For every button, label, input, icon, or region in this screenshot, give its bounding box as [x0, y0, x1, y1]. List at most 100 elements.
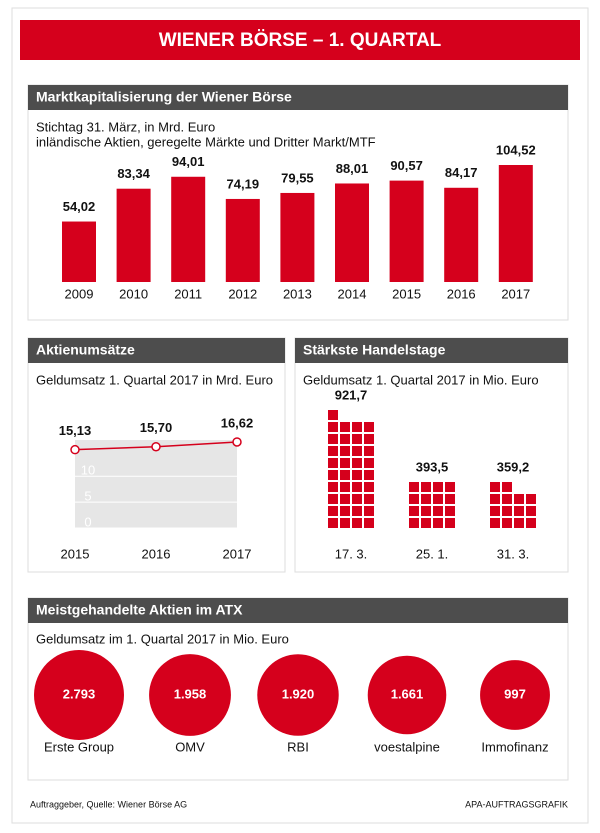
unit-square	[340, 422, 350, 432]
bar	[335, 183, 369, 282]
unit-square	[340, 494, 350, 504]
unit-square	[328, 422, 338, 432]
unit-square	[490, 482, 500, 492]
value-label: 997	[504, 686, 526, 701]
unit-square	[340, 446, 350, 456]
unit-square	[340, 506, 350, 516]
subtitle: Geldumsatz 1. Quartal 2017 in Mio. Euro	[303, 372, 539, 387]
unit-square	[433, 482, 443, 492]
dot	[232, 437, 242, 447]
panel-header	[28, 598, 568, 623]
subtitle: Stichtag 31. März, in Mrd. Euro	[36, 119, 215, 134]
value-label: 90,57	[390, 158, 423, 173]
x-tick-label: 31. 3.	[497, 546, 530, 561]
unit-square	[409, 518, 419, 528]
panel-header	[28, 338, 285, 363]
unit-square	[421, 482, 431, 492]
unit-square	[328, 434, 338, 444]
unit-square	[328, 470, 338, 480]
unit-square	[328, 482, 338, 492]
x-tick-label: 2009	[65, 286, 94, 301]
subtitle: Geldumsatz 1. Quartal 2017 in Mrd. Euro	[36, 372, 273, 387]
unit-square	[352, 446, 362, 456]
unit-square	[364, 434, 374, 444]
unit-square	[502, 518, 512, 528]
unit-square	[328, 506, 338, 516]
value-label: 393,5	[416, 459, 449, 474]
unit-square	[445, 482, 455, 492]
value-label: 79,55	[281, 170, 314, 185]
value-label: 15,13	[59, 423, 92, 438]
x-tick-label: 2015	[61, 546, 90, 561]
unit-square	[490, 518, 500, 528]
unit-square	[328, 518, 338, 528]
section-title: Marktkapitalisierung der Wiener Börse	[36, 89, 292, 105]
panel-header	[295, 338, 568, 363]
y-tick-label: 0	[84, 514, 91, 529]
x-tick-label: 2015	[392, 286, 421, 301]
unit-square	[340, 458, 350, 468]
bar	[498, 165, 533, 282]
value-label: 15,70	[140, 420, 173, 435]
value-label: 94,01	[172, 154, 205, 169]
unit-square	[409, 506, 419, 516]
value-label: 104,52	[496, 142, 536, 157]
value-label: 1.920	[282, 686, 315, 701]
unit-square	[352, 482, 362, 492]
unit-square	[433, 518, 443, 528]
unit-square	[340, 470, 350, 480]
category-label: OMV	[175, 739, 205, 754]
category-label: voestalpine	[374, 739, 440, 754]
unit-square	[502, 506, 512, 516]
unit-square	[514, 494, 524, 504]
bubble	[480, 660, 550, 730]
plot-area	[75, 440, 237, 528]
unit-square	[445, 506, 455, 516]
dot	[151, 441, 161, 452]
bar	[444, 187, 479, 282]
bar	[280, 192, 315, 282]
unit-square	[352, 422, 362, 432]
value-label: 83,34	[117, 166, 150, 181]
category-label: RBI	[287, 739, 309, 754]
value-label: 74,19	[227, 176, 260, 191]
subtitle: inländische Aktien, geregelte Märkte und…	[36, 134, 376, 149]
unit-square	[352, 518, 362, 528]
unit-square	[352, 506, 362, 516]
value-label: 54,02	[63, 199, 96, 214]
unit-square	[526, 506, 536, 516]
unit-square	[421, 518, 431, 528]
unit-square	[433, 506, 443, 516]
unit-square	[352, 434, 362, 444]
unit-square	[364, 518, 374, 528]
x-tick-label: 2016	[447, 286, 476, 301]
dot	[70, 444, 80, 455]
category-label: Erste Group	[44, 739, 114, 754]
y-tick-label: 10	[81, 463, 95, 478]
x-tick-label: 2011	[174, 286, 202, 301]
unit-square	[445, 518, 455, 528]
unit-square	[490, 494, 500, 504]
bar	[171, 176, 206, 282]
unit-square	[409, 482, 419, 492]
unit-square	[526, 518, 536, 528]
unit-square	[352, 470, 362, 480]
unit-square	[526, 494, 536, 504]
pictogram-stack	[328, 410, 374, 528]
unit-square	[433, 494, 443, 504]
unit-square	[502, 482, 512, 492]
unit-square	[364, 506, 374, 516]
unit-square	[352, 458, 362, 468]
section-title: Aktienumsätze	[36, 342, 135, 358]
x-tick-label: 2017	[223, 546, 252, 561]
unit-square	[514, 518, 524, 528]
y-tick-label: 5	[84, 489, 91, 504]
value-label: 88,01	[336, 161, 369, 176]
value-label: 2.793	[63, 686, 96, 701]
bubble	[257, 654, 339, 736]
unit-square	[364, 422, 374, 432]
header-bar	[20, 20, 580, 60]
unit-square	[364, 458, 374, 468]
unit-square	[364, 482, 374, 492]
x-tick-label: 2013	[283, 286, 312, 301]
